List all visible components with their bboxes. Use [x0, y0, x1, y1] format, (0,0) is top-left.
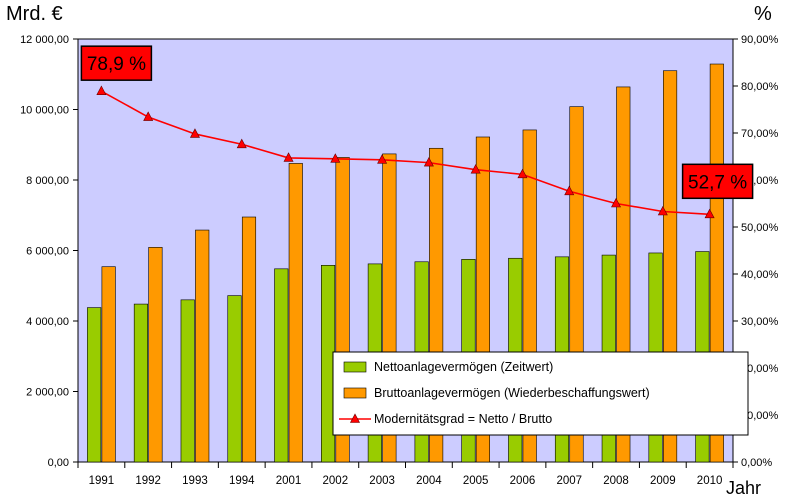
left-tick-label: 0,00: [48, 457, 69, 469]
modernitaet-marker: [470, 164, 481, 174]
value-callout: [681, 163, 754, 200]
legend-swatch-brutto: [343, 387, 367, 399]
brutto-bar: [241, 216, 257, 463]
modernitaet-marker: [377, 154, 388, 164]
x-tick-label: 2004: [416, 475, 442, 487]
modernitaet-marker: [657, 205, 668, 216]
value-callout: [80, 45, 153, 81]
x-tick-label: 1994: [229, 475, 255, 487]
left-tick-label: 12 000,00: [20, 34, 69, 46]
modernitaet-marker: [704, 208, 715, 219]
left-tick-label: 6 000,00: [26, 246, 69, 258]
left-axis-unit: Mrd. €: [6, 3, 63, 25]
legend-label-line: Modernitätsgrad = Netto / Brutto: [374, 412, 552, 426]
modernitaet-marker: [189, 128, 200, 138]
x-tick-label: 2010: [697, 475, 723, 487]
right-tick-label: 80,00%: [741, 81, 779, 93]
brutto-bar: [195, 229, 210, 463]
value-callout-label: 78,9 %: [87, 54, 146, 75]
x-tick-label: 2002: [323, 475, 349, 487]
netto-bar: [133, 303, 148, 463]
modernitaet-marker: [564, 185, 575, 196]
right-tick-label: 90,00%: [741, 34, 779, 46]
right-tick-label: 70,00%: [741, 128, 779, 140]
modernitaet-marker: [236, 138, 247, 149]
modernitaet-marker: [283, 152, 294, 162]
modernitaet-marker: [143, 111, 154, 121]
left-tick-label: 8 000,00: [26, 175, 69, 187]
right-tick-label: 40,00%: [741, 269, 779, 281]
netto-bar: [227, 295, 242, 463]
left-tick-label: 10 000,00: [20, 105, 69, 117]
modernitaet-marker: [96, 85, 107, 95]
modernitaet-marker: [517, 168, 528, 179]
right-tick-label: 50,00%: [741, 222, 779, 234]
modernitaet-line: [101, 90, 710, 216]
modernitaet-marker: [423, 156, 434, 167]
modernitaet-marker: [330, 153, 341, 163]
legend-label-netto: Nettoanlagevermögen (Zeitwert): [374, 360, 553, 374]
left-tick-label: 4 000,00: [26, 316, 69, 328]
legend-swatch-marker: [350, 413, 360, 423]
legend: [332, 351, 749, 436]
netto-bar: [87, 307, 102, 463]
brutto-bar: [101, 266, 116, 463]
legend-label-brutto: Bruttoanlagevermögen (Wiederbeschaffungs…: [374, 386, 650, 400]
x-tick-label: 2006: [510, 475, 536, 487]
x-tick-label: 1991: [89, 475, 115, 487]
x-tick-label: 1993: [182, 475, 208, 487]
modernitaet-marker: [611, 197, 622, 208]
x-tick-label: 2001: [276, 475, 302, 487]
right-axis-unit: %: [754, 3, 772, 25]
right-tick-label: 20,00%: [741, 363, 779, 375]
netto-bar: [180, 299, 195, 463]
netto-bar: [274, 268, 289, 463]
brutto-bar: [148, 247, 163, 463]
x-tick-label: 2003: [369, 475, 395, 487]
x-axis-label: Jahr: [726, 478, 762, 498]
x-tick-label: 1992: [135, 475, 161, 487]
x-tick-label: 2005: [463, 475, 489, 487]
x-tick-label: 2007: [556, 475, 582, 487]
legend-swatch-netto: [343, 361, 367, 373]
x-tick-label: 2008: [603, 475, 629, 487]
right-tick-label: 10,00%: [741, 410, 779, 422]
x-tick-label: 2009: [650, 475, 676, 487]
left-tick-label: 2 000,00: [26, 387, 69, 399]
right-tick-label: 0,00%: [741, 457, 772, 469]
brutto-bar: [288, 163, 303, 463]
right-tick-label: 30,00%: [741, 316, 779, 328]
value-callout-label: 52,7 %: [688, 172, 747, 193]
